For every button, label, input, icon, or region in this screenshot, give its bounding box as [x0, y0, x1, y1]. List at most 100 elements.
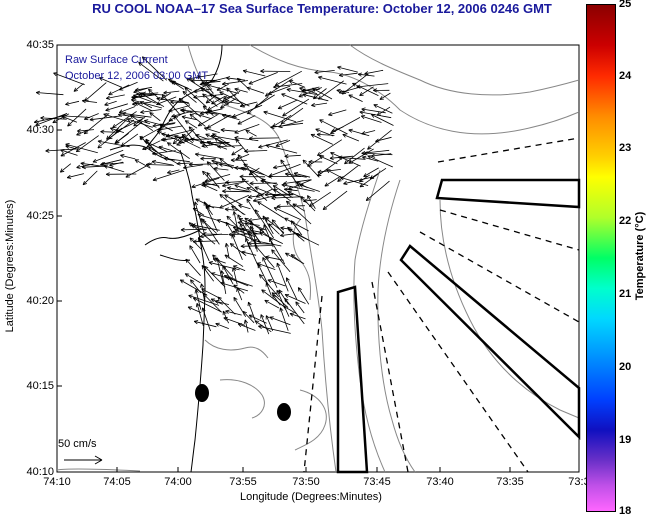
current-vector-head	[282, 112, 286, 117]
current-vector-head	[84, 97, 87, 102]
current-vector	[181, 109, 212, 120]
current-vector	[221, 90, 241, 103]
current-vector-head	[45, 150, 50, 153]
current-vector-head	[244, 150, 249, 154]
current-vector-head	[318, 75, 323, 78]
current-vector-head	[223, 95, 227, 100]
current-vector-head	[158, 145, 163, 147]
chart-title: RU COOL NOAA–17 Sea Surface Temperature:…	[92, 1, 552, 16]
current-vector-head	[236, 287, 241, 291]
current-vector-head	[191, 184, 195, 188]
current-vector	[233, 265, 246, 271]
current-vector-head	[225, 99, 230, 102]
current-vector-head	[219, 194, 222, 199]
current-vector	[152, 169, 185, 181]
current-vector	[53, 72, 85, 86]
current-vector-head	[222, 310, 227, 315]
current-vector-head	[181, 109, 186, 113]
current-vector-head	[273, 165, 277, 169]
current-vector-head	[290, 220, 295, 223]
current-vector-head	[202, 307, 206, 311]
current-vector	[202, 170, 212, 181]
current-vector-head	[60, 152, 64, 157]
current-vector	[298, 87, 322, 98]
current-vector-head	[318, 95, 321, 100]
current-vector	[272, 114, 292, 128]
current-vector	[197, 75, 214, 94]
current-vector-head	[214, 137, 218, 142]
current-vector-head	[363, 173, 367, 177]
current-vector-head	[67, 122, 70, 127]
current-vector-head	[275, 143, 279, 147]
current-vector-head	[229, 243, 233, 248]
current-vector	[234, 184, 248, 190]
current-vector-head	[224, 208, 229, 212]
current-vector-head	[362, 155, 367, 158]
current-vector-head	[189, 245, 194, 249]
current-vector-head	[264, 192, 269, 196]
current-vector	[359, 111, 392, 119]
current-vector-head	[191, 78, 196, 81]
current-vector-head	[142, 146, 146, 150]
current-vector-head	[33, 119, 38, 123]
current-vector-head	[212, 133, 215, 138]
current-vector-head	[234, 88, 239, 92]
current-vector	[379, 92, 391, 100]
x-tick-label: 73:45	[363, 476, 391, 488]
current-vector	[271, 249, 291, 273]
current-vector-head	[260, 314, 265, 318]
current-vector-head	[132, 95, 136, 99]
current-vector-head	[214, 299, 219, 302]
current-vector-head	[276, 289, 281, 294]
current-vector-head	[246, 198, 251, 202]
current-vector	[225, 243, 230, 259]
current-vector-head	[240, 167, 245, 171]
current-vector-head	[226, 87, 229, 92]
current-vector	[133, 87, 148, 93]
current-vector	[214, 137, 228, 147]
current-vector	[108, 84, 130, 96]
current-vector-head	[204, 265, 209, 268]
current-vector	[115, 118, 143, 132]
current-vector	[283, 179, 312, 184]
current-vector	[324, 175, 341, 187]
current-vector	[307, 195, 316, 209]
current-vector-head	[194, 320, 199, 322]
current-vector	[265, 217, 285, 234]
current-vector	[277, 99, 298, 109]
current-vector	[149, 112, 161, 122]
current-vector-head	[60, 170, 65, 173]
current-vector-head	[207, 84, 211, 88]
current-vector	[202, 105, 214, 116]
current-vector	[338, 157, 366, 160]
dashed-sector-lines	[303, 137, 580, 473]
current-vector	[285, 173, 307, 178]
current-vector	[168, 105, 190, 112]
current-vector-head	[66, 174, 71, 179]
current-vector	[145, 138, 155, 152]
current-vector-head	[183, 167, 188, 170]
current-vector-head	[201, 185, 206, 188]
current-vector	[243, 70, 266, 77]
current-vector-head	[239, 174, 244, 177]
current-vector-head	[359, 183, 363, 188]
current-vector	[272, 185, 293, 198]
current-vector-head	[338, 157, 343, 160]
current-vector	[313, 88, 327, 100]
current-vector	[179, 97, 202, 118]
current-vector-head	[210, 298, 214, 303]
current-vector	[220, 129, 237, 132]
current-vector-head	[61, 115, 65, 120]
current-vector-head	[201, 145, 206, 148]
current-vector-head	[167, 169, 171, 174]
current-vectors	[33, 56, 394, 335]
current-vector-head	[201, 82, 206, 85]
current-vector-head	[280, 159, 285, 163]
colorbar-tick-label: 25	[619, 0, 632, 10]
current-vector-head	[314, 70, 319, 73]
current-vector-head	[361, 150, 366, 154]
current-vector-head	[151, 161, 156, 165]
current-vector	[181, 134, 194, 144]
current-vector-head	[168, 108, 172, 112]
current-vector-head	[307, 195, 312, 199]
